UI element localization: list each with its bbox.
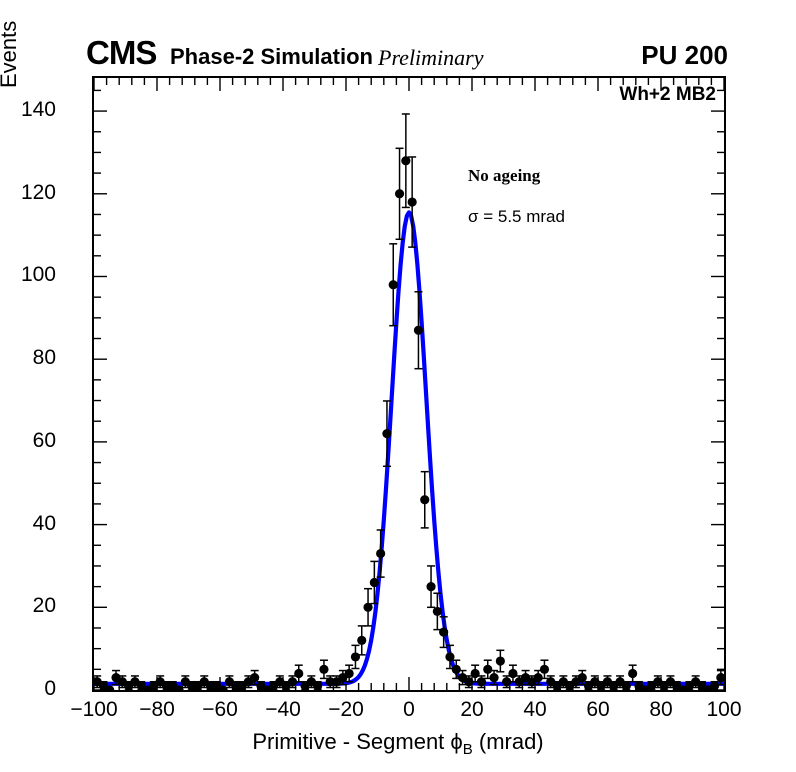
ageing-note: No ageing [468, 166, 541, 185]
data-point [470, 668, 480, 679]
wheel-station-label: Wh+2 MB2 [619, 84, 716, 105]
data-point [432, 606, 442, 617]
data-point [621, 681, 631, 690]
data-point [394, 189, 405, 199]
data-point [451, 664, 461, 674]
data-point [628, 668, 638, 679]
x-axis-title: Primitive - Segment ϕB (mrad) [0, 729, 796, 758]
x-tick-label: 80 [649, 698, 673, 721]
data-point [294, 668, 304, 679]
x-tick-label: −100 [70, 698, 118, 721]
gaussian-fit-curve [94, 210, 724, 686]
pileup-label: PU 200 [641, 40, 728, 70]
data-point [401, 156, 411, 166]
y-axis-title: Events [0, 20, 21, 88]
data-point [218, 685, 228, 690]
axis-ticks [94, 78, 724, 690]
data-point [407, 197, 417, 207]
data-point [313, 681, 323, 690]
data-point [483, 664, 493, 674]
x-tick-label: 100 [706, 698, 742, 721]
data-point [174, 685, 184, 690]
data-point [287, 677, 298, 687]
data-point [325, 677, 335, 687]
x-tick-label: −20 [328, 698, 364, 721]
y-tick-label: 140 [20, 98, 56, 122]
y-tick-label: 60 [32, 428, 56, 452]
data-point [476, 677, 487, 687]
data-point [344, 668, 354, 679]
data-point [489, 672, 499, 683]
data-point [420, 495, 430, 505]
x-tick-label: 40 [523, 698, 547, 721]
data-point [369, 577, 379, 588]
data-point [105, 685, 115, 690]
phi-symbol: ϕ [450, 729, 463, 754]
data-point [376, 548, 386, 559]
cms-logo-text: CMS [86, 34, 157, 71]
data-point [716, 672, 724, 683]
data-point [533, 672, 543, 683]
data-point [508, 668, 518, 679]
data-point [502, 677, 512, 687]
data-point [363, 602, 373, 612]
x-tick-label: −80 [139, 698, 175, 721]
data-point [250, 672, 260, 683]
x-axis-title-unit: (mrad) [472, 729, 544, 754]
plot-frame: Wh+2 MB2 [92, 76, 726, 692]
data-point [464, 677, 474, 687]
y-tick-label: 0 [44, 677, 56, 700]
plot-area [94, 78, 724, 690]
sigma-note: σ = 5.5 mrad [468, 207, 565, 226]
cms-subtitle: Phase-2 Simulation [170, 44, 373, 69]
y-tick-label: 20 [32, 594, 56, 618]
x-tick-label: −40 [265, 698, 301, 721]
chart-graphics [94, 78, 724, 690]
data-point [388, 280, 398, 290]
data-point [350, 652, 361, 662]
data-points [94, 156, 724, 690]
x-tick-label: 60 [586, 698, 610, 721]
phi-subscript: B [462, 741, 473, 758]
y-tick-label: 120 [20, 180, 56, 204]
data-point [539, 664, 550, 674]
y-tick-label: 80 [32, 346, 56, 370]
cms-status-preliminary: Preliminary [378, 45, 484, 70]
data-point [357, 635, 367, 645]
data-point [709, 681, 720, 690]
data-point [319, 664, 329, 674]
data-point [445, 652, 455, 662]
data-point [382, 429, 392, 439]
x-tick-label: 20 [460, 698, 484, 721]
data-point [426, 582, 436, 592]
x-tick-label: 0 [403, 698, 415, 721]
y-tick-label: 100 [20, 263, 56, 287]
y-tick-label: 40 [32, 511, 56, 535]
x-tick-label: −60 [202, 698, 238, 721]
data-point [439, 627, 449, 637]
data-point [495, 656, 505, 666]
data-point [577, 672, 587, 683]
data-point [413, 325, 424, 335]
x-axis-title-main: Primitive - Segment [252, 729, 451, 754]
